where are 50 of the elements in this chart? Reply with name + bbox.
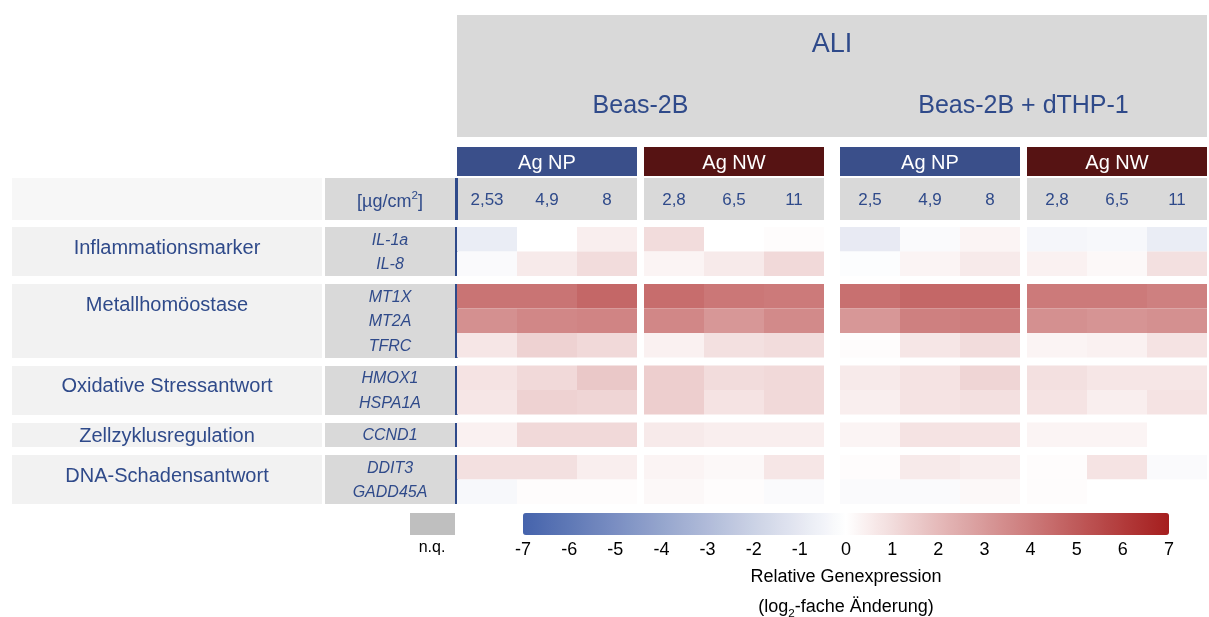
color-bar-label: 0 [840, 539, 852, 559]
x-tick-label: 2,8 [662, 189, 686, 209]
x-tick-label: 2,5 [858, 189, 882, 209]
x-tick-label: 4,9 [918, 189, 942, 209]
x-tick-label: 8 [602, 189, 612, 209]
color-bar-label: -4 [653, 539, 670, 559]
y-tick-label: IL-8 [376, 255, 404, 273]
y2-tick-label: Metallhomöostase [85, 292, 249, 315]
text: Beas-2B + dTHP-1 [918, 90, 1129, 118]
color-bar-label: -5 [607, 539, 624, 559]
color-bar-label: 7 [1163, 539, 1175, 559]
x-tick-label: 11 [785, 189, 803, 209]
text: Ag NP [901, 151, 959, 173]
color-bar-label: -3 [699, 539, 716, 559]
x-tick-label: 6,5 [1105, 189, 1129, 209]
color-bar-label: 2 [933, 539, 944, 559]
text: Beas-2B [592, 90, 689, 118]
y-tick-label: HSPA1A [359, 393, 421, 411]
y2-tick-label: Zellzyklusregulation [79, 423, 255, 446]
color-bar-label: 6 [1117, 539, 1128, 559]
color-bar-label: 3 [979, 539, 990, 559]
x-tick-label: 2,8 [1045, 189, 1069, 209]
text: Ag NW [1085, 151, 1149, 173]
color-bar-label: -6 [561, 539, 578, 559]
y-tick-label: TFRC [368, 336, 412, 354]
color-bar-label: 4 [1025, 539, 1036, 559]
color-bar-label: 5 [1071, 539, 1082, 559]
chart-title: ALI [811, 28, 853, 58]
y-tick-label: CCND1 [362, 426, 418, 444]
y-tick-label: IL-1a [371, 230, 409, 248]
x-tick-label: 11 [1168, 189, 1186, 209]
y2-tick-label: Inflammationsmarker [73, 235, 261, 258]
color-bar-label: -2 [745, 539, 762, 559]
text: Ag NW [702, 151, 766, 173]
y-tick-label: DDIT3 [366, 458, 414, 476]
y-tick-label: MT2A [368, 312, 412, 330]
y-tick-label: GADD45A [352, 483, 428, 501]
x-tick-label: 8 [985, 189, 995, 209]
text: Ag NP [518, 151, 576, 173]
y-tick-label: HMOX1 [361, 369, 419, 387]
x-tick-label: 4,9 [535, 189, 559, 209]
color-bar-label: 1 [887, 539, 898, 559]
color-bar-label: -7 [514, 539, 532, 559]
color-bar-label: -1 [791, 539, 808, 559]
x-tick-label: 6,5 [722, 189, 746, 209]
y-tick-label: MT1X [368, 287, 413, 305]
y2-tick-label: Oxidative Stressantwort [61, 374, 274, 396]
x-tick-label: 2,53 [470, 189, 504, 209]
text: n.q. [418, 537, 446, 555]
y2-tick-label: DNA-Schadensantwort [65, 463, 270, 486]
